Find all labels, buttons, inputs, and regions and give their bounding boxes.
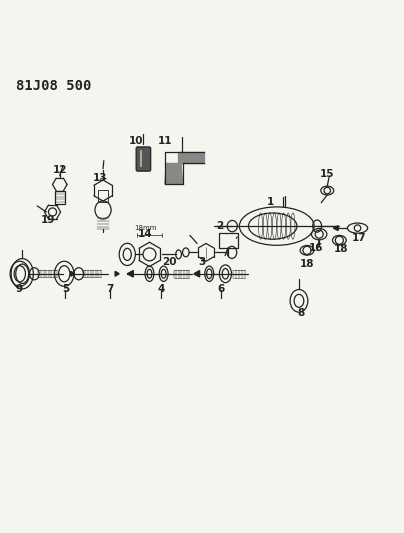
Text: 18: 18	[334, 244, 349, 254]
Circle shape	[168, 170, 179, 181]
Polygon shape	[71, 271, 75, 276]
Text: 13: 13	[93, 173, 107, 183]
Text: 5: 5	[62, 284, 69, 294]
Text: 14: 14	[137, 229, 152, 239]
Text: 18mm: 18mm	[134, 225, 157, 231]
Text: 19: 19	[40, 215, 55, 225]
Text: 11: 11	[158, 136, 172, 146]
Text: 20: 20	[162, 257, 177, 268]
Text: 18: 18	[300, 259, 314, 269]
Polygon shape	[165, 164, 183, 184]
Polygon shape	[115, 271, 119, 276]
Text: 81J08 500: 81J08 500	[16, 79, 92, 93]
Text: 17: 17	[352, 233, 367, 243]
Text: 12: 12	[53, 165, 67, 174]
Text: 16: 16	[309, 244, 323, 253]
Polygon shape	[333, 225, 338, 231]
Polygon shape	[127, 271, 133, 277]
Text: 6: 6	[218, 284, 225, 294]
Text: 2: 2	[217, 221, 224, 231]
Polygon shape	[178, 152, 204, 164]
Text: 9: 9	[16, 284, 23, 294]
Polygon shape	[194, 271, 200, 277]
Text: 4: 4	[157, 284, 164, 294]
Text: 10: 10	[129, 136, 144, 146]
Text: 8: 8	[297, 308, 304, 318]
Text: 15: 15	[320, 168, 335, 179]
Text: 7: 7	[106, 284, 114, 294]
FancyBboxPatch shape	[136, 147, 151, 171]
Text: 1: 1	[267, 197, 274, 207]
Text: 3: 3	[198, 257, 206, 268]
